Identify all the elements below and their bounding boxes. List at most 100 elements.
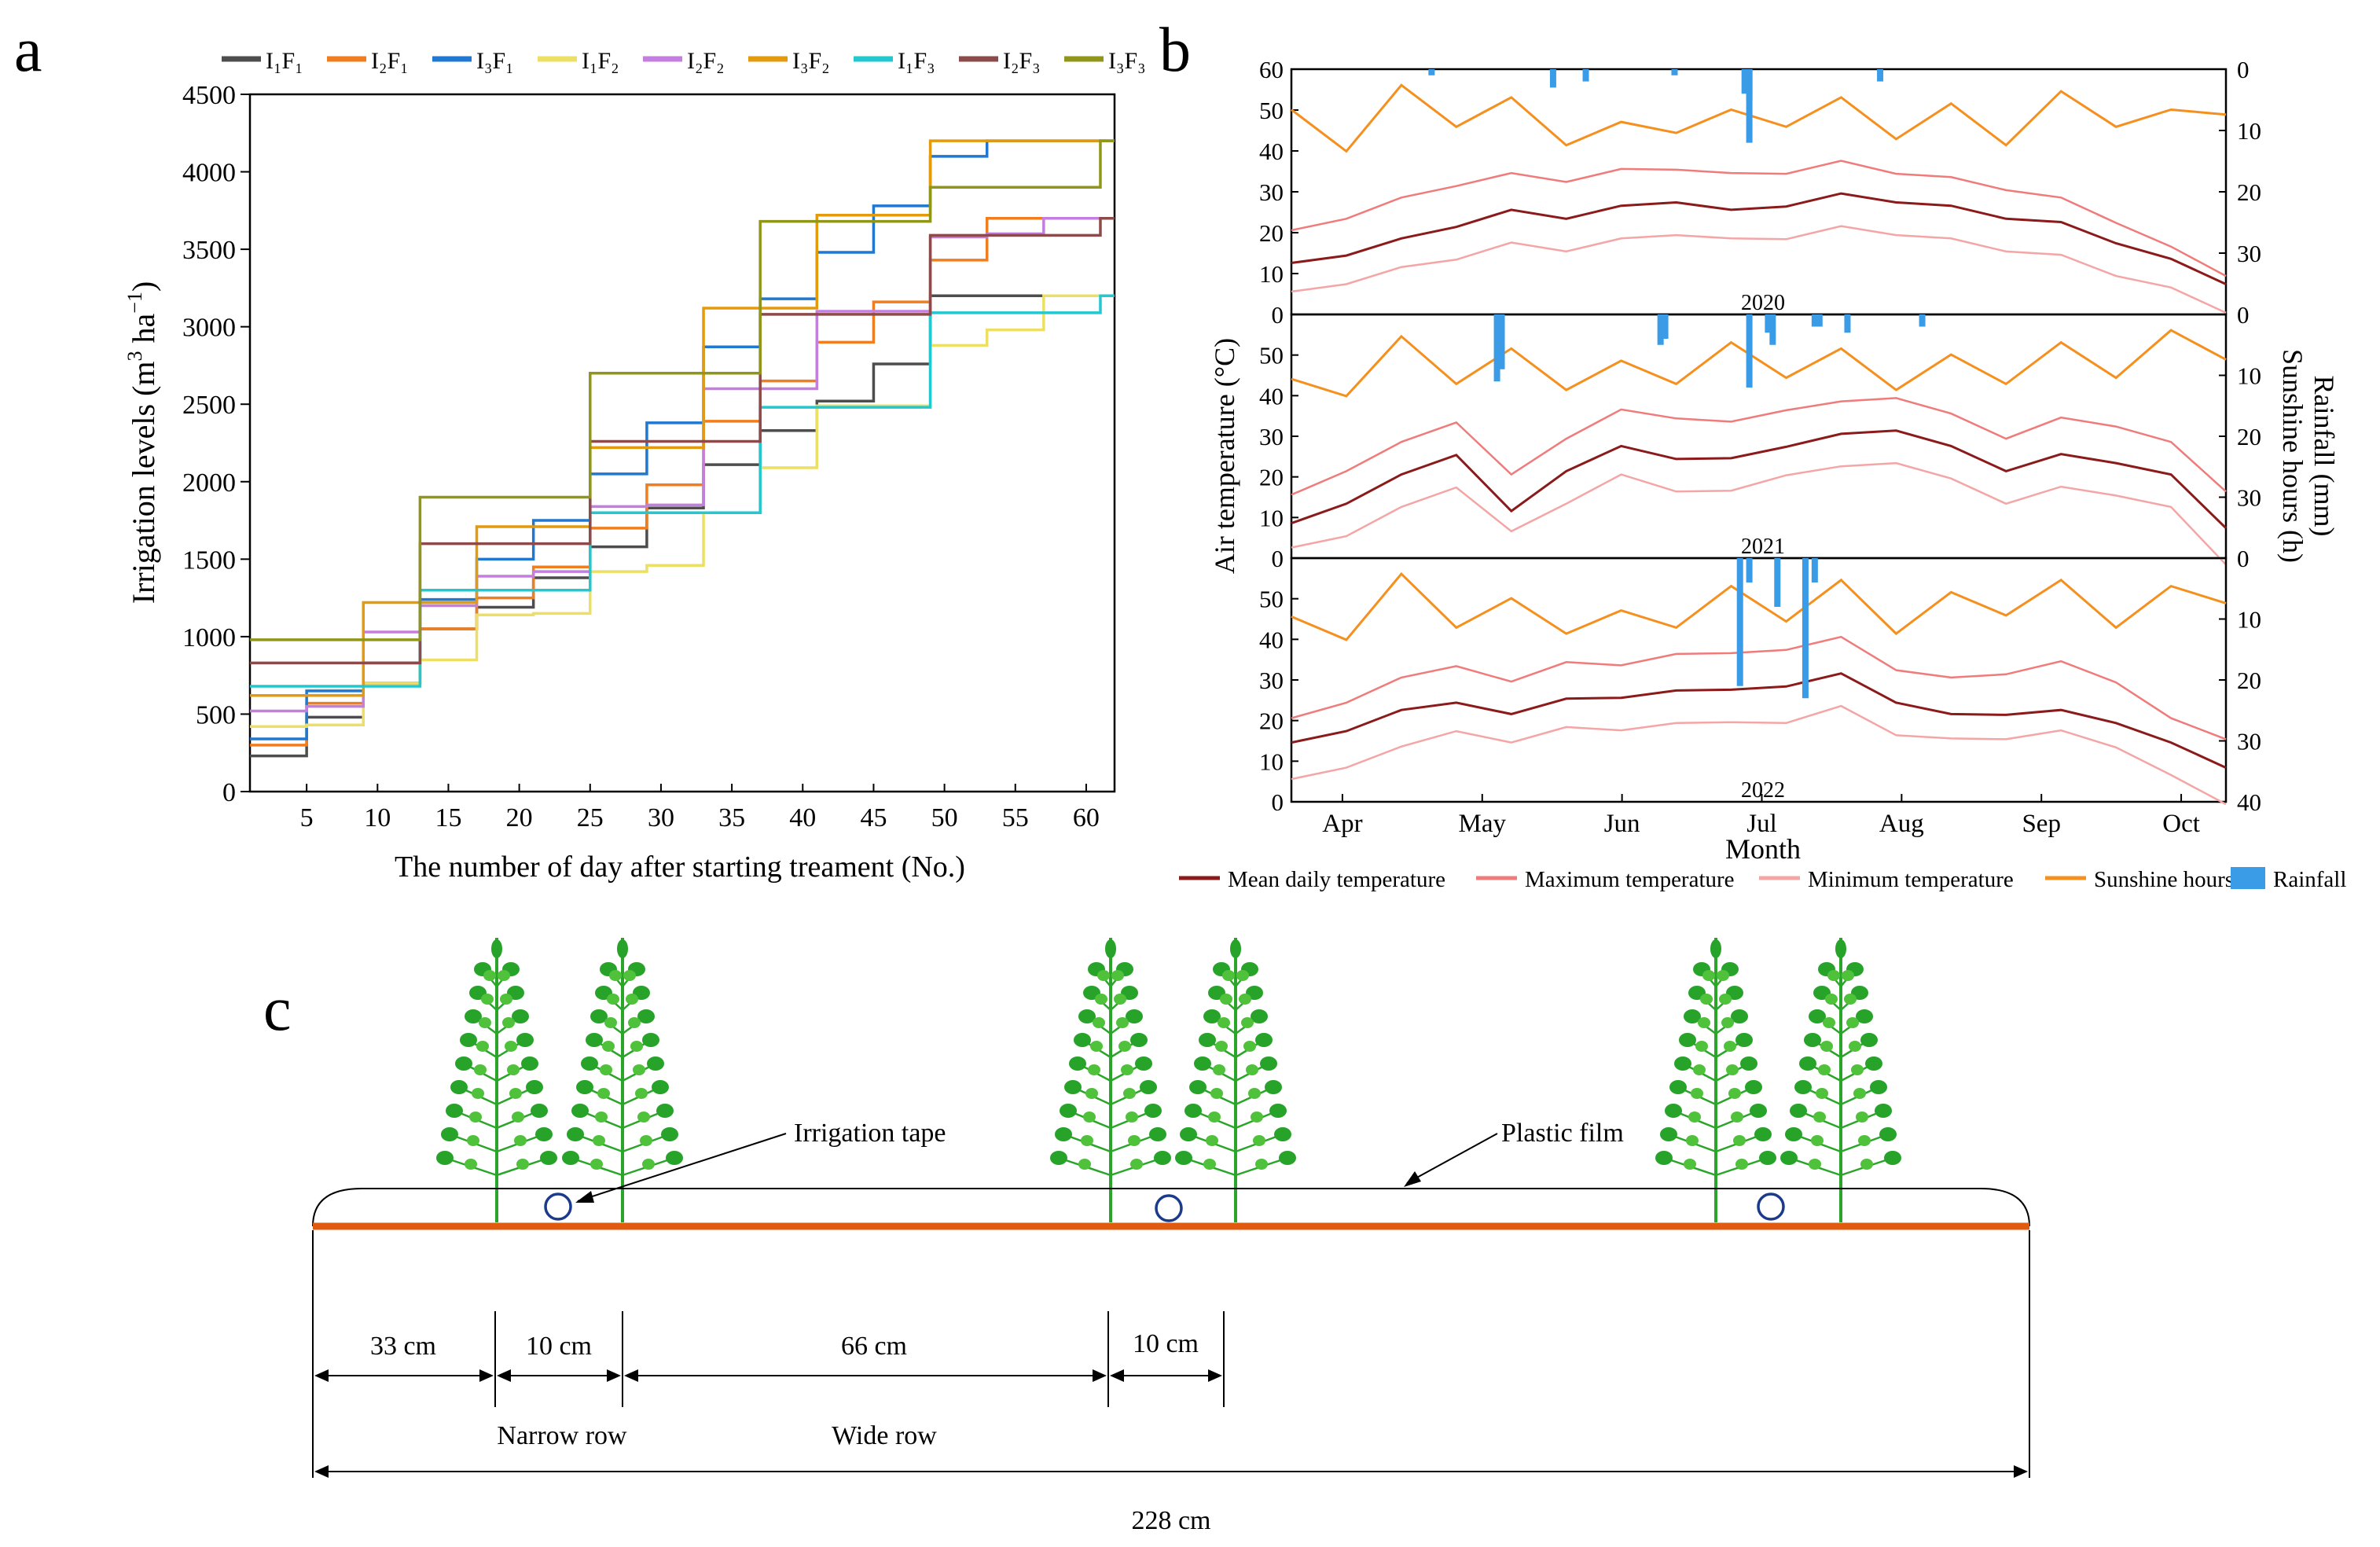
dim-arrow-10a-head-left: [497, 1369, 511, 1382]
plant-leaf: [1750, 1104, 1767, 1118]
plant-leaf: [505, 1041, 517, 1052]
rainfall-bar: [1844, 314, 1851, 333]
plant-leaf: [498, 970, 510, 981]
plant-leaf: [1759, 1151, 1776, 1165]
plant-leaf: [1130, 1159, 1143, 1170]
plant-leaf: [455, 1056, 472, 1071]
right-tick-label: 40: [2237, 788, 2261, 816]
rainfall-bar: [1816, 314, 1823, 327]
plant-leaf: [656, 1104, 674, 1118]
plant-leaf: [1236, 970, 1249, 981]
callout-arrow-tape: [575, 1191, 594, 1203]
month-tick-label: Aug: [1879, 810, 1924, 838]
plant-leaf: [1064, 1080, 1082, 1094]
plant-leaf: [1726, 1064, 1739, 1075]
plant-leaf: [640, 1135, 652, 1146]
right-tick-label: 0: [2237, 301, 2250, 329]
series-line-I1F3: [250, 294, 1115, 688]
dim-10cm-b: 10 cm: [1133, 1329, 1199, 1358]
subplot-2021: 0 10 20 30 40 50 0 10 20 30 2021: [1259, 301, 2261, 572]
plant-leaf: [1194, 1056, 1211, 1071]
y-tick-label: 3000: [182, 314, 236, 343]
plant-leaf: [1279, 1151, 1296, 1165]
y-ticks-a: 0 500 1000 1500 2000 2500 3000 3500 4000 4500: [182, 81, 250, 807]
dim-arrow-33-head-left: [314, 1369, 329, 1382]
left-tick-label: 20: [1259, 707, 1284, 735]
plant-leaf: [465, 1159, 477, 1170]
plant-leaf: [1140, 1080, 1157, 1094]
irrigation-tape-label: Irrigation tape: [794, 1119, 946, 1148]
plant-leaf: [1135, 1056, 1152, 1071]
plant-leaf: [1721, 1017, 1734, 1028]
plant-leaf: [1724, 1041, 1736, 1052]
subplot-2020: 0 10 20 30 40 50 60 0 10 20 30 2020: [1259, 56, 2261, 329]
plant-leaf: [590, 1009, 608, 1023]
rainfall-bar: [1877, 69, 1884, 82]
left-tick-label: 40: [1259, 626, 1284, 653]
left-tick-label: 0: [1272, 301, 1284, 329]
plant-leaf: [512, 1009, 529, 1023]
plant-leaf: [1669, 1080, 1687, 1094]
plant-leaf: [1710, 939, 1721, 958]
rainfall-bar: [1657, 314, 1664, 345]
rainfall-bar: [1736, 558, 1743, 686]
plant-leaf: [1853, 1088, 1866, 1099]
x-tick-label: 20: [506, 803, 533, 832]
min-temp-line-2021: [1291, 461, 2227, 566]
x-tick-label: 30: [648, 803, 674, 832]
plastic-film-label: Plastic film: [1501, 1119, 1624, 1148]
series-line-I3F3: [250, 139, 1115, 641]
narrow-row-label: Narrow row: [497, 1421, 627, 1450]
x-tick-label: 40: [789, 803, 816, 832]
x-axis-title-a: The number of day after starting treamen…: [395, 851, 965, 884]
plant-leaf: [571, 1104, 589, 1118]
left-tick-label: 30: [1259, 178, 1284, 206]
plant-leaf: [1731, 1009, 1748, 1023]
cotton-plant: [562, 938, 683, 1222]
plant-leaf: [1695, 1041, 1708, 1052]
rainfall-bar: [1671, 69, 1678, 75]
series-lines-a: [250, 139, 1115, 758]
plant-leaf: [514, 1135, 527, 1146]
plant-leaf: [1846, 1017, 1859, 1028]
plant-leaf: [661, 1127, 678, 1141]
plant-leaf: [1090, 1041, 1103, 1052]
series-line-I3F1: [250, 139, 1115, 740]
plant-leaf: [1093, 1017, 1105, 1028]
plant-leaf: [623, 970, 636, 981]
plant-leaf: [1879, 1127, 1897, 1141]
legend-label-I2F3: I₂F₃: [1003, 48, 1041, 74]
plant-leaf: [1105, 939, 1116, 958]
plant-leaf: [483, 970, 496, 981]
left-tick-label: 50: [1259, 586, 1284, 613]
max-temp-line-2021: [1291, 397, 2227, 496]
plant-leaf: [1175, 1151, 1192, 1165]
plant-leaf: [1660, 1127, 1677, 1141]
rainfall-bar: [1549, 69, 1556, 88]
right-tick-label: 30: [2237, 728, 2261, 755]
plant-leaf: [1251, 1009, 1268, 1023]
dim-arrow-66-head-right: [1093, 1369, 1107, 1382]
plant-leaf: [441, 1127, 458, 1141]
plant-leaf: [609, 970, 622, 981]
plant-leaf: [600, 1064, 612, 1075]
panel-label-a: a: [14, 16, 42, 85]
plant-leaf: [467, 1135, 479, 1146]
plant-leaf: [1208, 1112, 1221, 1123]
cotton-plants: [436, 938, 1901, 1222]
dimension-extension-lines: [312, 1230, 2030, 1478]
plant-leaf: [1780, 1151, 1798, 1165]
plant-leaf: [500, 994, 512, 1005]
legend-label: Sunshine hours: [2094, 867, 2234, 892]
plant-leaf: [1686, 1135, 1699, 1146]
sunshine-hours-line-2021: [1291, 329, 2227, 398]
plant-leaf: [1220, 994, 1232, 1005]
plant-leaf: [1130, 1033, 1148, 1047]
left-tick-label: 60: [1259, 56, 1284, 83]
mean-temp-line-2020: [1291, 192, 2227, 285]
cotton-plant: [436, 938, 557, 1222]
y-tick-label: 1500: [182, 546, 236, 575]
panel-label-b: b: [1159, 16, 1191, 85]
left-tick-label: 0: [1272, 545, 1284, 572]
